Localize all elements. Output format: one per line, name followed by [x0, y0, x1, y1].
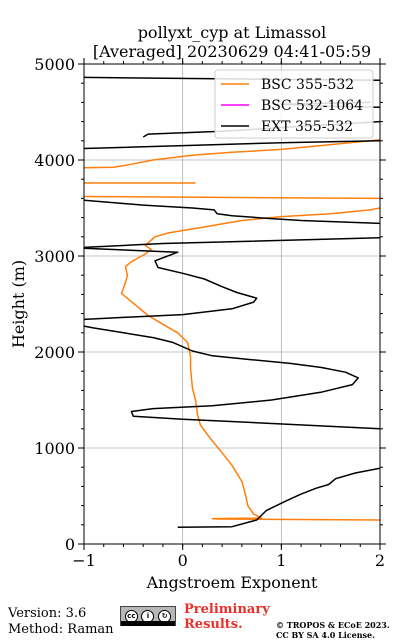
cc-label-bar [121, 621, 175, 626]
y-tick-label: 5000 [34, 55, 75, 74]
y-tick-label: 2000 [34, 343, 75, 362]
y-tick-label: 1000 [34, 439, 75, 458]
plot-frame [83, 63, 381, 545]
y-axis-label: Height (m) [9, 260, 28, 348]
y-tick-label: 0 [65, 535, 75, 554]
legend-entry: BSC 355-532 [261, 77, 354, 93]
series-layer [84, 76, 380, 528]
x-axis-label: Angstroem Exponent [146, 573, 318, 592]
series-segment-bsc-355-532 [84, 139, 380, 169]
series-line-bsc-355-532 [120, 207, 380, 521]
series-line-ext-355-532 [177, 467, 380, 528]
chart-title: pollyxt_cyp at Limassol [138, 23, 327, 42]
method-text: Method: Raman [8, 622, 114, 637]
series-segment-ext-355-532 [84, 237, 380, 249]
legend-box [214, 69, 374, 139]
legend: BSC 355-532 BSC 532-1064 EXT 355-532 [214, 69, 374, 139]
cc-license-logo: cc i ↻ [120, 606, 176, 626]
x-tick-label: −1 [72, 551, 96, 570]
series-segment-ext-355-532 [84, 140, 380, 150]
copyright-line-2: CC BY SA 4.0 License. [276, 630, 375, 640]
copyright-notice: © TROPOS & ECoE 2023. CC BY SA 4.0 Licen… [276, 620, 390, 640]
x-tick-label: 1 [276, 551, 286, 570]
copyright-line-1: © TROPOS & ECoE 2023. [276, 620, 390, 630]
legend-entry: EXT 355-532 [261, 119, 353, 135]
series-segment-ext-355-532 [84, 325, 380, 430]
preliminary-notice: Preliminary Results. [184, 602, 270, 632]
y-tick-label: 4000 [34, 151, 75, 170]
legend-entry: BSC 532-1064 [261, 98, 363, 114]
chart-subtitle: [Averaged] 20230629 04:41-05:59 [93, 42, 371, 61]
x-tick-label: 0 [178, 551, 188, 570]
series-segment-ext-355-532 [84, 247, 258, 321]
version-text: Version: 3.6 [8, 606, 87, 621]
x-tick-label: 2 [375, 551, 385, 570]
preliminary-line-1: Preliminary [184, 602, 270, 617]
series-segment-ext-355-532 [84, 199, 380, 225]
y-tick-label: 3000 [34, 247, 75, 266]
series-segment-bsc-355-532 [84, 195, 380, 200]
preliminary-line-2: Results. [184, 617, 243, 632]
